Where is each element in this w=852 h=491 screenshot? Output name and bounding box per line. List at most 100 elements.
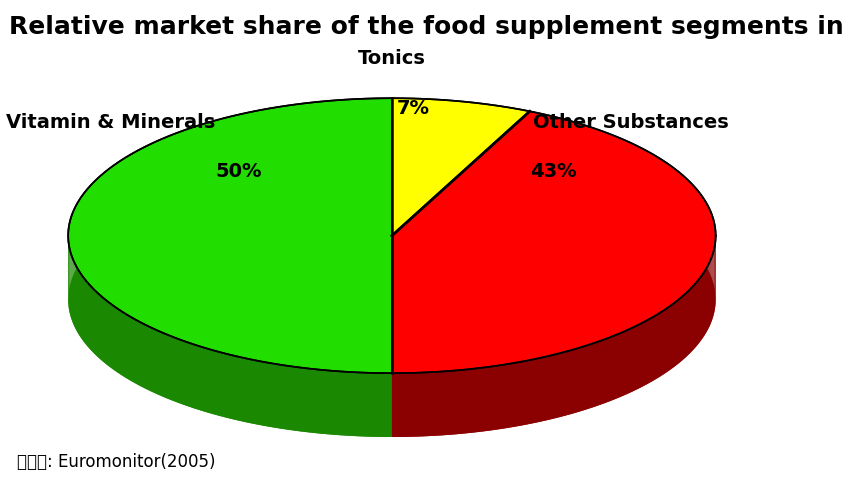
Polygon shape bbox=[191, 344, 193, 408]
Polygon shape bbox=[630, 328, 631, 393]
Polygon shape bbox=[625, 330, 627, 395]
Polygon shape bbox=[308, 369, 311, 433]
Polygon shape bbox=[128, 315, 130, 380]
Polygon shape bbox=[624, 331, 625, 395]
Polygon shape bbox=[470, 369, 472, 433]
Polygon shape bbox=[442, 371, 444, 436]
Polygon shape bbox=[502, 365, 504, 429]
Polygon shape bbox=[273, 363, 275, 428]
Polygon shape bbox=[534, 359, 536, 423]
Polygon shape bbox=[396, 373, 399, 437]
Polygon shape bbox=[115, 307, 117, 372]
Polygon shape bbox=[214, 351, 216, 415]
Polygon shape bbox=[687, 292, 688, 356]
Polygon shape bbox=[68, 162, 392, 437]
Polygon shape bbox=[468, 369, 470, 433]
Polygon shape bbox=[591, 343, 593, 408]
Polygon shape bbox=[174, 337, 176, 402]
Polygon shape bbox=[270, 363, 273, 427]
Polygon shape bbox=[466, 369, 468, 434]
Polygon shape bbox=[410, 373, 412, 437]
Text: 자료원: Euromonitor(2005): 자료원: Euromonitor(2005) bbox=[17, 453, 216, 471]
Polygon shape bbox=[602, 340, 603, 404]
Polygon shape bbox=[279, 365, 282, 429]
Polygon shape bbox=[275, 364, 277, 428]
Polygon shape bbox=[118, 309, 119, 374]
Polygon shape bbox=[197, 346, 199, 410]
Polygon shape bbox=[446, 371, 449, 435]
Polygon shape bbox=[655, 315, 656, 380]
Polygon shape bbox=[258, 361, 261, 425]
Polygon shape bbox=[249, 359, 251, 423]
Polygon shape bbox=[481, 368, 483, 432]
Polygon shape bbox=[227, 354, 229, 418]
Polygon shape bbox=[366, 373, 369, 436]
Polygon shape bbox=[96, 292, 97, 356]
Polygon shape bbox=[682, 296, 683, 360]
Polygon shape bbox=[112, 305, 114, 370]
Polygon shape bbox=[520, 361, 522, 426]
Polygon shape bbox=[637, 325, 639, 389]
Polygon shape bbox=[418, 373, 420, 436]
Polygon shape bbox=[559, 353, 561, 417]
Polygon shape bbox=[548, 356, 550, 420]
Polygon shape bbox=[607, 338, 608, 403]
Polygon shape bbox=[668, 306, 670, 371]
Polygon shape bbox=[646, 320, 647, 385]
Polygon shape bbox=[509, 363, 512, 428]
Polygon shape bbox=[261, 361, 263, 426]
Polygon shape bbox=[536, 358, 538, 423]
Polygon shape bbox=[412, 373, 414, 436]
Polygon shape bbox=[139, 322, 141, 386]
Polygon shape bbox=[124, 313, 125, 378]
Polygon shape bbox=[562, 352, 565, 416]
Polygon shape bbox=[319, 370, 321, 434]
Polygon shape bbox=[425, 372, 427, 436]
Polygon shape bbox=[662, 310, 664, 375]
Polygon shape bbox=[142, 323, 144, 388]
Polygon shape bbox=[125, 314, 127, 378]
Polygon shape bbox=[187, 342, 189, 407]
Polygon shape bbox=[377, 373, 379, 437]
Polygon shape bbox=[539, 357, 542, 422]
Polygon shape bbox=[570, 350, 572, 414]
Polygon shape bbox=[616, 334, 618, 399]
Polygon shape bbox=[680, 298, 681, 362]
Polygon shape bbox=[495, 366, 498, 430]
Polygon shape bbox=[369, 373, 371, 436]
Polygon shape bbox=[220, 352, 222, 417]
Polygon shape bbox=[306, 368, 308, 433]
Polygon shape bbox=[514, 363, 515, 427]
Polygon shape bbox=[222, 353, 225, 417]
Polygon shape bbox=[170, 336, 172, 400]
Polygon shape bbox=[505, 364, 508, 428]
Polygon shape bbox=[285, 365, 287, 430]
Polygon shape bbox=[463, 370, 466, 434]
Polygon shape bbox=[438, 372, 440, 436]
Polygon shape bbox=[110, 303, 112, 368]
Polygon shape bbox=[354, 372, 356, 436]
Polygon shape bbox=[491, 366, 493, 431]
Polygon shape bbox=[526, 360, 528, 425]
Polygon shape bbox=[581, 347, 583, 411]
Polygon shape bbox=[102, 297, 103, 361]
Polygon shape bbox=[201, 347, 204, 411]
Polygon shape bbox=[361, 373, 364, 436]
Polygon shape bbox=[147, 326, 148, 390]
Polygon shape bbox=[639, 324, 640, 388]
Polygon shape bbox=[522, 361, 524, 425]
Polygon shape bbox=[459, 370, 462, 434]
Polygon shape bbox=[99, 294, 100, 358]
Polygon shape bbox=[109, 302, 110, 367]
Polygon shape bbox=[664, 310, 665, 374]
Polygon shape bbox=[675, 301, 676, 366]
Polygon shape bbox=[100, 295, 101, 359]
Polygon shape bbox=[608, 337, 610, 402]
Polygon shape bbox=[302, 368, 304, 432]
Polygon shape bbox=[166, 334, 168, 399]
Polygon shape bbox=[256, 360, 258, 425]
Polygon shape bbox=[392, 162, 530, 300]
Polygon shape bbox=[458, 370, 459, 434]
Polygon shape bbox=[130, 316, 131, 381]
Text: 7%: 7% bbox=[397, 99, 429, 117]
